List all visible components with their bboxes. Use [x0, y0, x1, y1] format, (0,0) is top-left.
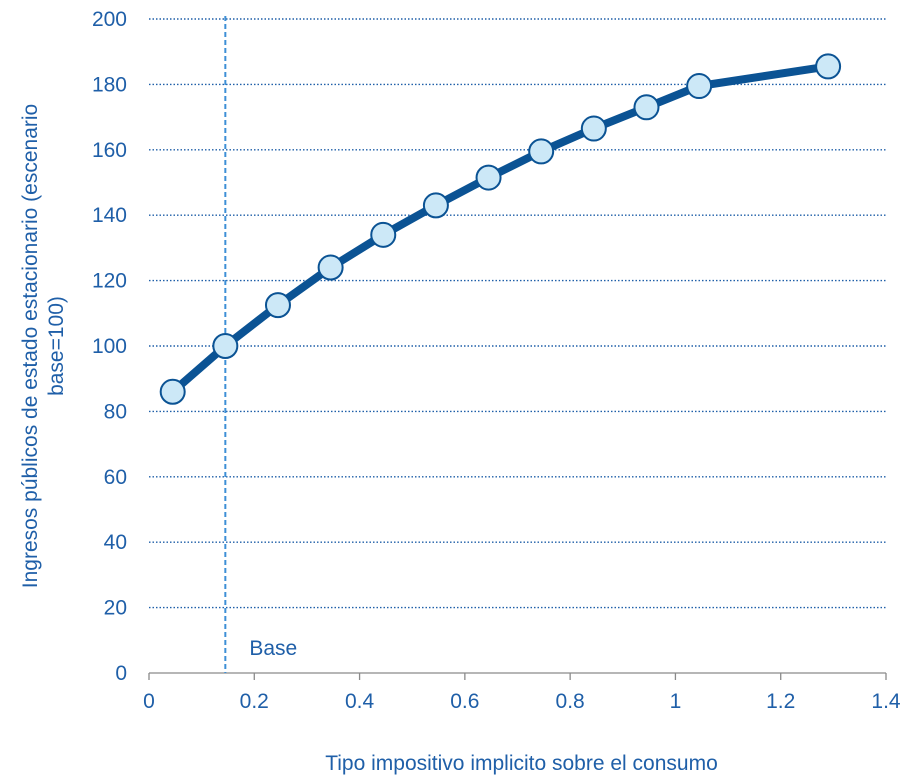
y-tick-label: 180	[92, 73, 127, 96]
y-tick-label: 40	[104, 531, 127, 554]
data-point	[633, 94, 660, 121]
y-tick-label: 80	[104, 400, 127, 423]
x-tick-label: 0	[143, 690, 155, 713]
data-point	[317, 254, 344, 281]
data-point	[159, 378, 186, 405]
y-tick-label: 20	[104, 597, 127, 620]
grid-layer	[149, 18, 886, 609]
x-tick-label: 1.2	[766, 690, 795, 713]
x-tick-label: 0.2	[240, 690, 269, 713]
y-axis-title-line-2: base=100)	[45, 296, 68, 396]
data-point	[580, 115, 607, 142]
labels-layer: Tipo impositivo implicito sobre el consu…	[19, 104, 718, 775]
data-point	[264, 292, 291, 319]
y-tick-label: 100	[92, 335, 127, 358]
y-tick-label: 0	[115, 662, 127, 685]
data-point	[815, 53, 842, 80]
y-tick-label: 200	[92, 8, 127, 31]
y-tick-label: 160	[92, 139, 127, 162]
data-point	[422, 192, 449, 219]
x-tick-label: 0.6	[450, 690, 479, 713]
x-tick-label: 1.4	[871, 690, 901, 713]
y-axis-title-line-1: Ingresos públicos de estado estacionario…	[19, 104, 42, 588]
data-point	[528, 138, 555, 165]
reference-label: Base	[249, 637, 297, 660]
axes-layer: 0 0.2 0.4 0.6 0.8 1 1.2 1.4 0 20 40 60 80 100 120 140 16…	[92, 8, 901, 713]
data-point	[370, 221, 397, 248]
x-tick-label: 0.8	[556, 690, 585, 713]
x-axis-title: Tipo impositivo implicito sobre el consu…	[325, 752, 718, 775]
data-point	[475, 164, 502, 191]
x-tick-label: 1	[670, 690, 682, 713]
x-tick-label: 0.4	[345, 690, 375, 713]
y-tick-label: 60	[104, 466, 127, 489]
data-point	[212, 333, 239, 359]
series-line	[168, 62, 833, 396]
y-tick-label: 120	[92, 270, 127, 293]
data-point	[686, 73, 713, 100]
y-tick-label: 140	[92, 204, 127, 227]
series-layer	[159, 53, 842, 405]
